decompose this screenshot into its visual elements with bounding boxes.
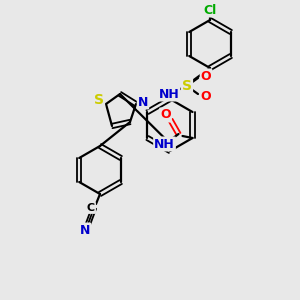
Text: O: O bbox=[160, 109, 171, 122]
Text: NH: NH bbox=[154, 137, 175, 151]
Text: S: S bbox=[94, 93, 104, 107]
Text: S: S bbox=[182, 79, 192, 93]
Text: N: N bbox=[80, 224, 90, 236]
Text: O: O bbox=[201, 70, 211, 83]
Text: Cl: Cl bbox=[203, 4, 217, 16]
Text: C: C bbox=[87, 203, 95, 213]
Text: N: N bbox=[138, 95, 148, 109]
Text: NH: NH bbox=[159, 88, 179, 100]
Text: O: O bbox=[201, 89, 211, 103]
